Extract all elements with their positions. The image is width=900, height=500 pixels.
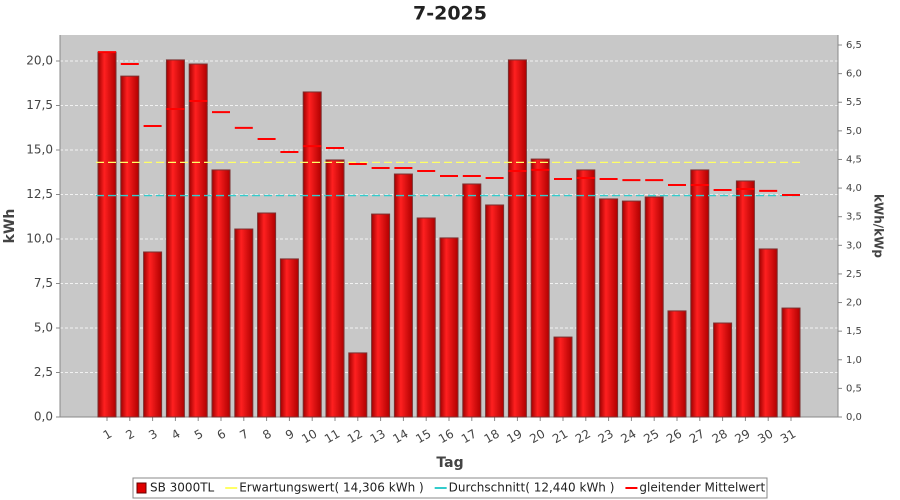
x-tick-label: 31 — [778, 427, 798, 447]
bar — [348, 352, 368, 418]
bar — [485, 204, 505, 418]
x-tick-label: 9 — [283, 427, 297, 443]
bar — [781, 307, 801, 418]
y-axis-label: kWh — [2, 209, 18, 244]
x-tick-label: 7 — [237, 427, 251, 443]
y-tick-label: 12,5 — [26, 187, 53, 201]
y2-tick-label: 1,5 — [846, 326, 862, 337]
x-tick-label: 20 — [527, 427, 547, 447]
bar — [393, 173, 413, 418]
bar — [120, 75, 140, 418]
bar — [758, 248, 778, 418]
x-tick-label: 3 — [146, 427, 160, 443]
y2-tick-label: 4,0 — [846, 183, 862, 194]
x-tick-label: 26 — [664, 427, 684, 447]
legend — [132, 477, 768, 499]
bar — [234, 228, 254, 418]
x-tick-label: 6 — [215, 427, 229, 443]
y2-tick-label: 0,5 — [846, 383, 862, 394]
x-tick-label: 12 — [345, 427, 365, 447]
bar — [644, 196, 664, 418]
x-tick-label: 14 — [390, 427, 410, 447]
bar — [439, 237, 459, 418]
x-tick-label: 24 — [618, 427, 638, 447]
bar — [713, 322, 733, 418]
x-tick-label: 19 — [504, 427, 524, 447]
y2-tick-label: 1,0 — [846, 355, 862, 366]
x-tick-label: 25 — [641, 427, 661, 447]
y2-tick-label: 3,5 — [846, 212, 862, 223]
x-tick-label: 15 — [413, 427, 433, 447]
bar — [553, 336, 573, 418]
bar — [621, 200, 641, 418]
y-tick-label: 20,0 — [26, 53, 53, 67]
y-tick-label: 10,0 — [26, 231, 53, 245]
legend-label: SB 3000TL — [150, 481, 215, 495]
y2-axis-label: kWh/kWp — [872, 194, 886, 258]
y2-tick-label: 5,5 — [846, 97, 862, 108]
bar — [576, 169, 596, 418]
bar — [690, 169, 710, 418]
y2-tick-label: 5,0 — [846, 126, 862, 137]
bar — [279, 258, 299, 418]
x-tick-label: 18 — [482, 427, 502, 447]
legend-label: Erwartungswert( 14,306 kWh ) — [239, 481, 423, 495]
legend-label: Durchschnitt( 12,440 kWh ) — [449, 481, 615, 495]
y2-tick-label: 0,0 — [846, 412, 862, 423]
bar — [599, 198, 619, 418]
y-tick-label: 17,5 — [26, 98, 53, 112]
bar — [165, 59, 185, 418]
bar — [530, 158, 550, 418]
x-tick-label: 30 — [755, 427, 775, 447]
y-tick-label: 0,0 — [34, 410, 53, 424]
x-tick-label: 28 — [710, 427, 730, 447]
bar — [507, 59, 527, 418]
y2-tick-label: 2,5 — [846, 269, 862, 280]
legend-swatch — [136, 482, 147, 494]
bar — [302, 91, 322, 418]
bar — [325, 159, 345, 418]
bar — [462, 183, 482, 418]
bar — [97, 51, 117, 418]
bar — [188, 63, 208, 418]
bar — [143, 251, 163, 418]
y2-tick-label: 6,5 — [846, 40, 862, 51]
x-tick-label: 10 — [299, 427, 319, 447]
x-tick-label: 5 — [192, 427, 206, 443]
bar — [371, 213, 391, 418]
x-tick-label: 16 — [436, 427, 456, 447]
y-tick-label: 7,5 — [34, 276, 53, 290]
y-tick-label: 5,0 — [34, 320, 53, 334]
x-tick-label: 29 — [732, 427, 752, 447]
y-tick-label: 15,0 — [26, 142, 53, 156]
y2-tick-label: 2,0 — [846, 298, 862, 309]
bar — [211, 169, 231, 418]
x-tick-label: 8 — [260, 427, 274, 443]
x-tick-label: 23 — [596, 427, 616, 447]
bar — [735, 180, 755, 418]
x-tick-label: 1 — [101, 427, 115, 443]
chart-title: 7-2025 — [413, 3, 487, 25]
x-tick-label: 2 — [123, 427, 137, 443]
x-axis-label: Tag — [436, 455, 463, 471]
x-tick-label: 4 — [169, 427, 183, 443]
bar — [257, 212, 277, 418]
x-tick-label: 13 — [368, 427, 388, 447]
y2-tick-label: 4,5 — [846, 154, 862, 165]
x-tick-label: 11 — [322, 427, 342, 447]
x-tick-label: 22 — [573, 427, 593, 447]
bar — [416, 217, 436, 418]
y2-tick-label: 3,0 — [846, 240, 862, 251]
y-tick-label: 2,5 — [34, 365, 53, 379]
bar — [667, 310, 687, 418]
x-tick-label: 27 — [687, 427, 707, 447]
x-tick-label: 17 — [459, 427, 479, 447]
legend-label: gleitender Mittelwert — [639, 481, 765, 495]
x-tick-label: 21 — [550, 427, 570, 447]
y2-tick-label: 6,0 — [846, 69, 862, 80]
